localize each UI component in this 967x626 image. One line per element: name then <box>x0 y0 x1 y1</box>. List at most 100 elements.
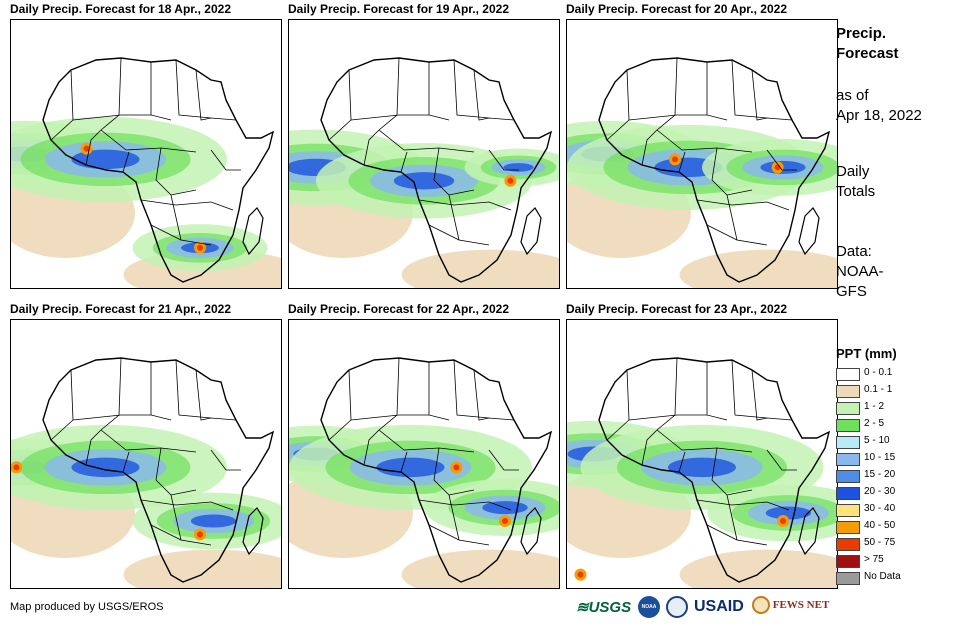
country-border <box>363 429 380 466</box>
country-border <box>100 129 197 153</box>
forecast-panel-6: Daily Precip. Forecast for 23 Apr., 2022 <box>566 302 838 589</box>
precip-map <box>288 19 560 289</box>
data-source-line-3: GFS <box>836 283 867 300</box>
legend-swatch <box>836 453 860 466</box>
africa-coastline <box>598 357 831 583</box>
side-heading: Precip. Forecast <box>836 24 899 64</box>
country-border <box>195 69 237 121</box>
country-border <box>656 129 753 153</box>
totals-note: Daily Totals <box>836 162 875 202</box>
precip-map <box>566 319 838 589</box>
country-border <box>766 149 797 171</box>
usgs-logo: ≋USGS <box>576 599 632 616</box>
legend-item: 0.1 - 1 <box>836 384 926 399</box>
precip-map <box>10 19 282 289</box>
precip-hotspot-core <box>13 464 20 471</box>
madagascar-coastline <box>242 507 264 556</box>
country-border <box>418 199 512 211</box>
legend-title: PPT (mm) <box>836 346 897 361</box>
africa-precip-map <box>11 320 281 588</box>
country-border <box>751 69 793 121</box>
precip-hotspot-core <box>197 244 203 251</box>
precip-band-very-heavy <box>393 172 455 190</box>
legend-swatch <box>836 402 860 415</box>
madagascar-coastline <box>798 207 820 256</box>
country-border <box>400 451 408 473</box>
africa-precip-map <box>289 20 559 288</box>
legend-swatch <box>836 572 860 585</box>
panel-title: Daily Precip. Forecast for 19 Apr., 2022 <box>288 2 509 16</box>
panel-title: Daily Precip. Forecast for 20 Apr., 2022 <box>566 2 787 16</box>
country-border <box>100 429 197 453</box>
legend-label: 0.1 - 1 <box>864 384 893 395</box>
legend-swatch <box>836 419 860 432</box>
madagascar-coastline <box>798 507 820 556</box>
legend-label: 1 - 2 <box>864 401 885 412</box>
country-border <box>488 449 519 471</box>
madagascar-coastline <box>520 207 542 256</box>
africa-precip-map <box>567 320 837 588</box>
legend-swatch <box>836 504 860 517</box>
country-border <box>378 429 475 453</box>
credit-text: Map produced by USGS/EROS <box>10 601 164 613</box>
country-border <box>473 69 515 121</box>
usgs-waves-icon: ≋ <box>576 599 589 616</box>
legend-swatch <box>836 538 860 551</box>
legend-label: 2 - 5 <box>864 418 885 429</box>
country-border <box>150 524 182 541</box>
country-border <box>678 151 686 173</box>
noaa-logo: NOAA <box>638 596 660 618</box>
legend-label: 50 - 75 <box>864 537 896 548</box>
panel-title: Daily Precip. Forecast for 21 Apr., 2022 <box>10 302 231 316</box>
country-border <box>155 447 197 496</box>
legend-item: 2 - 5 <box>836 418 926 433</box>
africa-coastline <box>42 357 275 583</box>
precip-hotspot-core <box>502 518 508 524</box>
precip-band-very-heavy <box>190 514 237 528</box>
precip-hotspot-core <box>672 156 678 163</box>
legend-item: 0 - 0.1 <box>836 367 926 382</box>
legend-label: 0 - 0.1 <box>864 367 893 378</box>
country-border <box>628 414 707 421</box>
country-border <box>400 151 408 173</box>
forecast-panel-4: Daily Precip. Forecast for 21 Apr., 2022 <box>10 302 282 589</box>
country-border <box>418 499 512 511</box>
country-border <box>751 369 793 421</box>
forecast-panel-5: Daily Precip. Forecast for 22 Apr., 2022 <box>288 302 560 589</box>
dhs-seal-icon <box>666 596 688 618</box>
country-border <box>711 447 753 496</box>
precip-hotspot-core <box>577 571 584 578</box>
country-border <box>428 524 460 541</box>
precip-map <box>566 19 838 289</box>
legend-item: 1 - 2 <box>836 401 926 416</box>
madagascar-coastline <box>242 207 264 256</box>
country-border <box>628 114 707 121</box>
panel-title: Daily Precip. Forecast for 22 Apr., 2022 <box>288 302 509 316</box>
country-border <box>363 129 380 166</box>
country-border <box>678 451 686 473</box>
precip-band-very-heavy <box>71 457 140 478</box>
country-border <box>122 451 130 473</box>
legend-label: 40 - 50 <box>864 520 896 531</box>
country-border <box>378 129 475 153</box>
country-border <box>706 224 738 241</box>
country-border <box>155 147 197 196</box>
legend-label: > 75 <box>864 554 884 565</box>
precip-band-very-heavy <box>376 457 445 478</box>
precip-hotspot-core <box>197 531 203 538</box>
africa-precip-map <box>289 320 559 588</box>
legend-item: 5 - 10 <box>836 435 926 450</box>
country-border <box>433 447 475 496</box>
country-border <box>85 429 102 466</box>
country-border <box>488 149 519 171</box>
africa-coastline <box>320 57 553 283</box>
precip-map <box>10 319 282 589</box>
legend-swatch <box>836 555 860 568</box>
country-border <box>122 151 130 173</box>
country-border <box>428 224 460 241</box>
heading-line-1: Precip. <box>836 25 887 42</box>
legend-item: 50 - 75 <box>836 537 926 552</box>
partner-logos: ≋USGS NOAA USAID FEWS NET <box>576 594 829 622</box>
legend-label: 10 - 15 <box>864 452 896 463</box>
country-border <box>433 147 475 196</box>
